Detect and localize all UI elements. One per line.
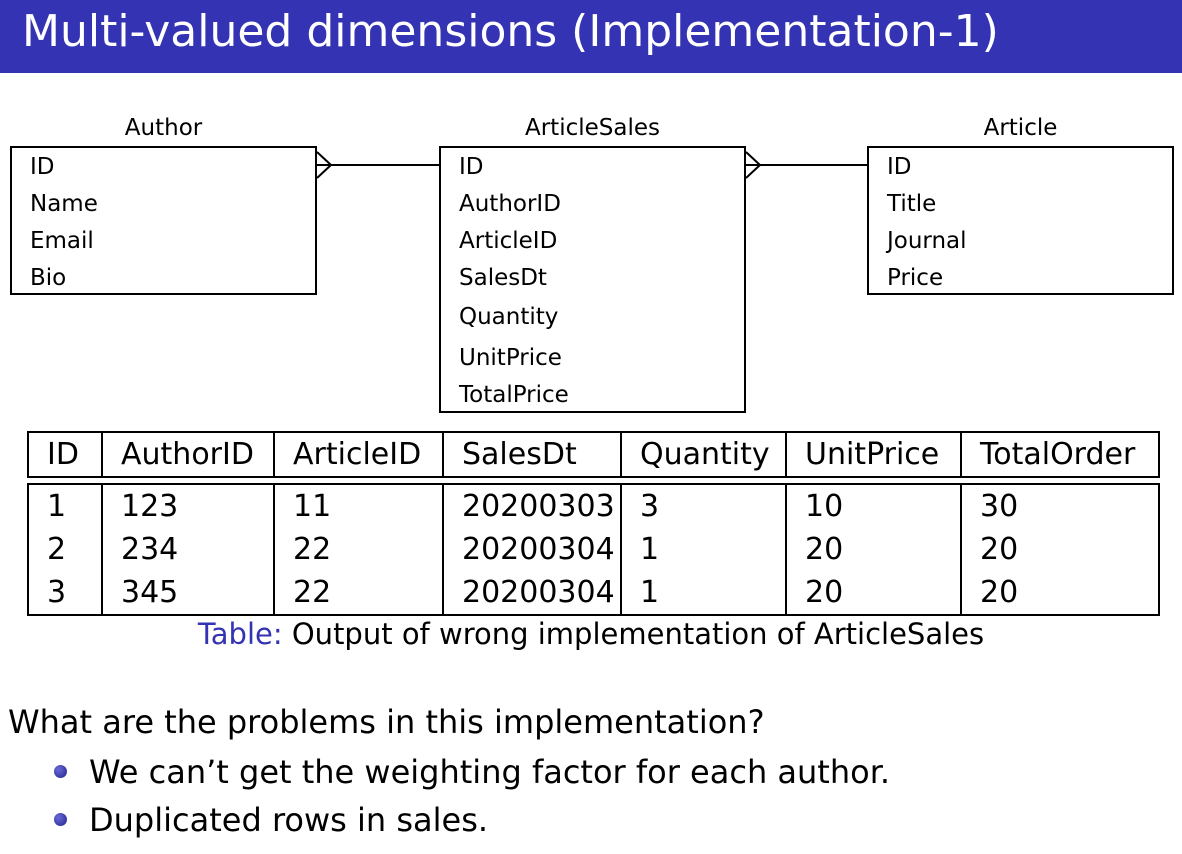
entity-box-articlesales: ID AuthorID ArticleID SalesDt Quantity U…: [439, 146, 746, 413]
entity-title-article: Article: [983, 115, 1058, 141]
table-caption-text: Output of wrong implementation of Articl…: [291, 617, 985, 651]
table-cell: 22: [273, 571, 444, 616]
table-cell: 30: [960, 483, 1160, 528]
table-row: 3 345 22 20200304 1 20 20: [27, 571, 1160, 616]
entity-attribute: UnitPrice: [459, 345, 562, 371]
table-header-cell: ID: [27, 431, 103, 478]
entity-attribute: Email: [30, 228, 94, 254]
table-cell: 20200304: [442, 528, 622, 571]
table-cell: 20: [785, 528, 962, 571]
table-header-row: ID AuthorID ArticleID SalesDt Quantity U…: [27, 431, 1160, 478]
table-cell: 20: [960, 571, 1160, 616]
table-caption: Table: Output of wrong implementation of…: [0, 614, 1182, 654]
entity-attribute: ID: [30, 154, 55, 180]
table-cell: 11: [273, 483, 444, 528]
entity-attribute: Journal: [887, 228, 967, 254]
entity-attribute: ID: [459, 154, 484, 180]
entity-attribute: TotalPrice: [459, 382, 569, 408]
bullet-text: We can’t get the weighting factor for ea…: [89, 753, 891, 791]
table-cell: 20: [785, 571, 962, 616]
entity-attribute: AuthorID: [459, 191, 561, 217]
bullet-dot-icon: [54, 764, 67, 778]
table-cell: 20200303: [442, 483, 622, 528]
table-cell: 10: [785, 483, 962, 528]
table-row: 1 123 11 20200303 3 10 30: [27, 483, 1160, 528]
sales-output-table: ID AuthorID ArticleID SalesDt Quantity U…: [27, 431, 1160, 616]
table-cell: 234: [101, 528, 275, 571]
table-header-cell: UnitPrice: [785, 431, 962, 478]
table-cell: 20: [960, 528, 1160, 571]
table-header-cell: TotalOrder: [960, 431, 1160, 478]
table-row: 2 234 22 20200304 1 20 20: [27, 528, 1160, 571]
table-header-cell: Quantity: [620, 431, 787, 478]
bullet-item: We can’t get the weighting factor for ea…: [54, 750, 890, 794]
table-cell: 1: [620, 528, 787, 571]
entity-title-author: Author: [124, 115, 203, 141]
entity-attribute: ID: [887, 154, 912, 180]
bullet-item: Duplicated rows in sales.: [54, 798, 488, 842]
entity-title-articlesales: ArticleSales: [524, 115, 660, 141]
table-cell: 345: [101, 571, 275, 616]
entity-box-author: ID Name Email Bio: [10, 146, 317, 295]
slide-title: Multi-valued dimensions (Implementation-…: [22, 6, 999, 57]
relationship-articlesales-article: [745, 151, 867, 179]
title-bar: Multi-valued dimensions (Implementation-…: [0, 0, 1182, 73]
table-cell: 1: [27, 483, 103, 528]
table-header-cell: ArticleID: [273, 431, 444, 478]
table-cell: 3: [620, 483, 787, 528]
table-cell: 1: [620, 571, 787, 616]
table-cell: 20200304: [442, 571, 622, 616]
table-cell: 22: [273, 528, 444, 571]
entity-attribute: Bio: [30, 265, 67, 291]
table-header-cell: AuthorID: [101, 431, 275, 478]
entity-attribute: Price: [887, 265, 944, 291]
entity-attribute: Title: [887, 191, 937, 217]
discussion-question: What are the problems in this implementa…: [8, 703, 765, 741]
relationship-author-articlesales: [316, 151, 439, 179]
entity-attribute: Quantity: [459, 304, 559, 330]
entity-attribute: Name: [30, 191, 98, 217]
bullet-text: Duplicated rows in sales.: [89, 801, 489, 839]
table-cell: 123: [101, 483, 275, 528]
bullet-dot-icon: [54, 812, 67, 826]
table-caption-label: Table:: [197, 617, 283, 651]
table-header-cell: SalesDt: [442, 431, 622, 478]
entity-attribute: ArticleID: [459, 228, 558, 254]
entity-box-article: ID Title Journal Price: [867, 146, 1174, 295]
table-cell: 2: [27, 528, 103, 571]
entity-attribute: SalesDt: [459, 265, 547, 291]
table-cell: 3: [27, 571, 103, 616]
